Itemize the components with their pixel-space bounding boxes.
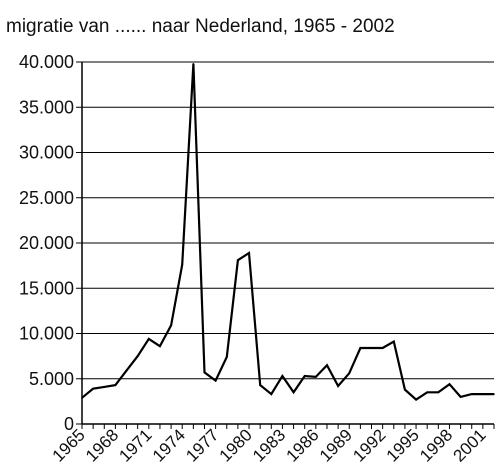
data-point-1983 [281, 375, 284, 377]
data-point-1978 [225, 356, 228, 358]
data-point-1999 [459, 396, 462, 398]
y-tick-label-4: 20.000 [19, 233, 74, 253]
data-point-1976 [203, 371, 206, 374]
data-point-1975 [192, 63, 195, 65]
data-point-1968 [114, 384, 117, 386]
data-point-2000 [470, 393, 473, 395]
data-point-1997 [437, 391, 440, 394]
x-tick-label-0: 1965 [49, 425, 89, 465]
y-tick-label-7: 35.000 [19, 97, 74, 117]
data-point-1998 [448, 383, 451, 385]
data-point-1984 [292, 391, 295, 394]
data-point-1991 [370, 347, 373, 349]
data-point-1966 [92, 387, 94, 390]
x-tick-label-9: 1992 [349, 425, 389, 465]
data-point-1971 [148, 338, 150, 340]
data-point-1974 [181, 263, 184, 266]
x-tick-label-11: 1998 [416, 425, 456, 465]
data-point-2001 [482, 393, 484, 395]
chart-title: migratie van ...... naar Nederland, 1965… [6, 16, 395, 37]
x-tick-label-5: 1980 [216, 425, 256, 465]
data-point-1990 [359, 347, 362, 349]
y-tick-label-3: 15.000 [19, 278, 74, 298]
x-tick-label-7: 1986 [282, 425, 322, 465]
data-point-1993 [392, 340, 395, 343]
data-point-1980 [248, 252, 250, 254]
data-point-1979 [237, 259, 239, 261]
y-tick-label-5: 25.000 [19, 188, 74, 208]
x-tick-label-10: 1995 [383, 425, 423, 465]
data-point-1977 [214, 379, 217, 382]
data-point-1996 [426, 391, 428, 394]
y-tick-label-1: 5.000 [29, 369, 74, 389]
data-point-1994 [404, 388, 406, 391]
y-tick-label-0: 0 [64, 414, 74, 434]
data-point-1972 [159, 345, 161, 347]
data-point-1965 [81, 396, 83, 399]
data-point-1986 [315, 376, 317, 378]
x-tick-label-2: 1971 [115, 425, 155, 465]
data-point-1985 [303, 375, 306, 377]
data-point-1973 [170, 324, 172, 327]
data-point-1987 [326, 364, 328, 366]
x-tick-label-4: 1977 [182, 425, 222, 465]
y-tick-label-6: 30.000 [19, 143, 74, 163]
x-tick-label-1: 1968 [82, 425, 122, 465]
series-line-0 [81, 63, 494, 401]
y-tick-label-8: 40.000 [19, 52, 74, 72]
x-tick-label-12: 2001 [450, 425, 490, 465]
data-point-1969 [125, 369, 128, 372]
x-tick-label-3: 1974 [149, 425, 189, 465]
data-point-1992 [381, 347, 384, 349]
data-point-1981 [259, 384, 261, 386]
x-tick-label-6: 1983 [249, 425, 289, 465]
data-point-1988 [337, 385, 339, 387]
data-point-1967 [103, 386, 106, 388]
data-point-1982 [270, 393, 273, 395]
y-tick-label-2: 10.000 [19, 324, 74, 344]
data-point-1989 [348, 372, 351, 375]
data-point-2002 [493, 393, 495, 395]
x-tick-label-8: 1989 [316, 425, 356, 465]
data-point-1970 [136, 355, 139, 357]
data-point-1995 [415, 398, 417, 401]
